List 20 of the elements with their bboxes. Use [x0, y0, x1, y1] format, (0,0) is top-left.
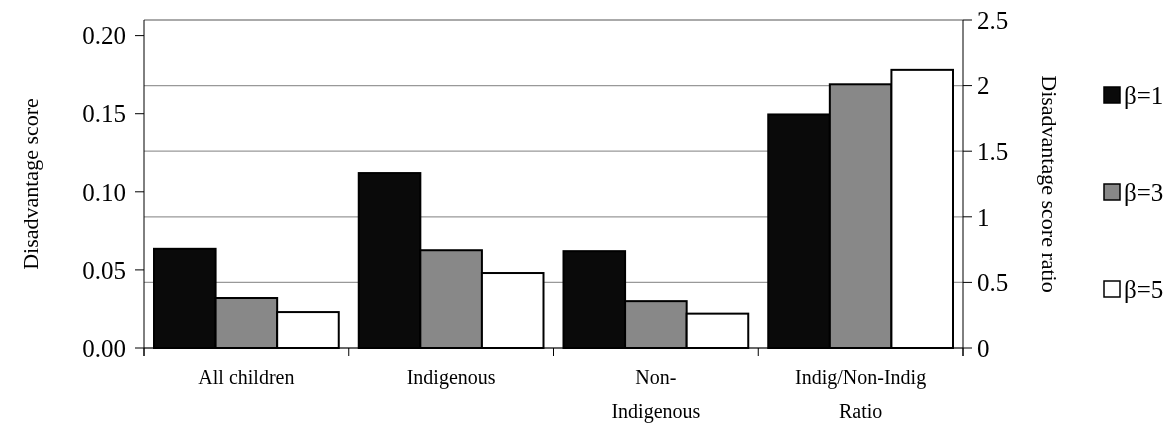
y-axis-title: Disadvantage score: [18, 98, 43, 270]
y-tick-label: 0.20: [82, 22, 126, 50]
y2-tick-label: 0.5: [977, 269, 1009, 297]
y-tick-label: 0.15: [82, 100, 126, 128]
legend-label: β=5: [1124, 275, 1164, 303]
y2-tick-label: 1.5: [977, 137, 1009, 165]
x-tick-label: All children: [198, 366, 295, 388]
y-tick-label: 0.10: [82, 178, 126, 206]
x-tick-label: Indig/Non-Indig Ratio: [795, 366, 927, 422]
y2-tick-label: 1: [977, 203, 990, 231]
y-tick-label: 0.00: [82, 334, 126, 362]
y2-tick-label: 2: [977, 72, 990, 100]
y-tick-label: 0.05: [82, 256, 126, 284]
legend-label: β=1: [1124, 81, 1164, 109]
x-tick-label: Indigenous: [406, 366, 496, 389]
x-tick-label: Non- Indigenous: [611, 366, 701, 423]
y2-tick-label: 2.5: [977, 6, 1009, 34]
y2-tick-label: 0: [977, 334, 990, 362]
y2-axis-title: Disadvantage score ratio: [1037, 75, 1062, 293]
legend-label: β=3: [1124, 178, 1164, 206]
